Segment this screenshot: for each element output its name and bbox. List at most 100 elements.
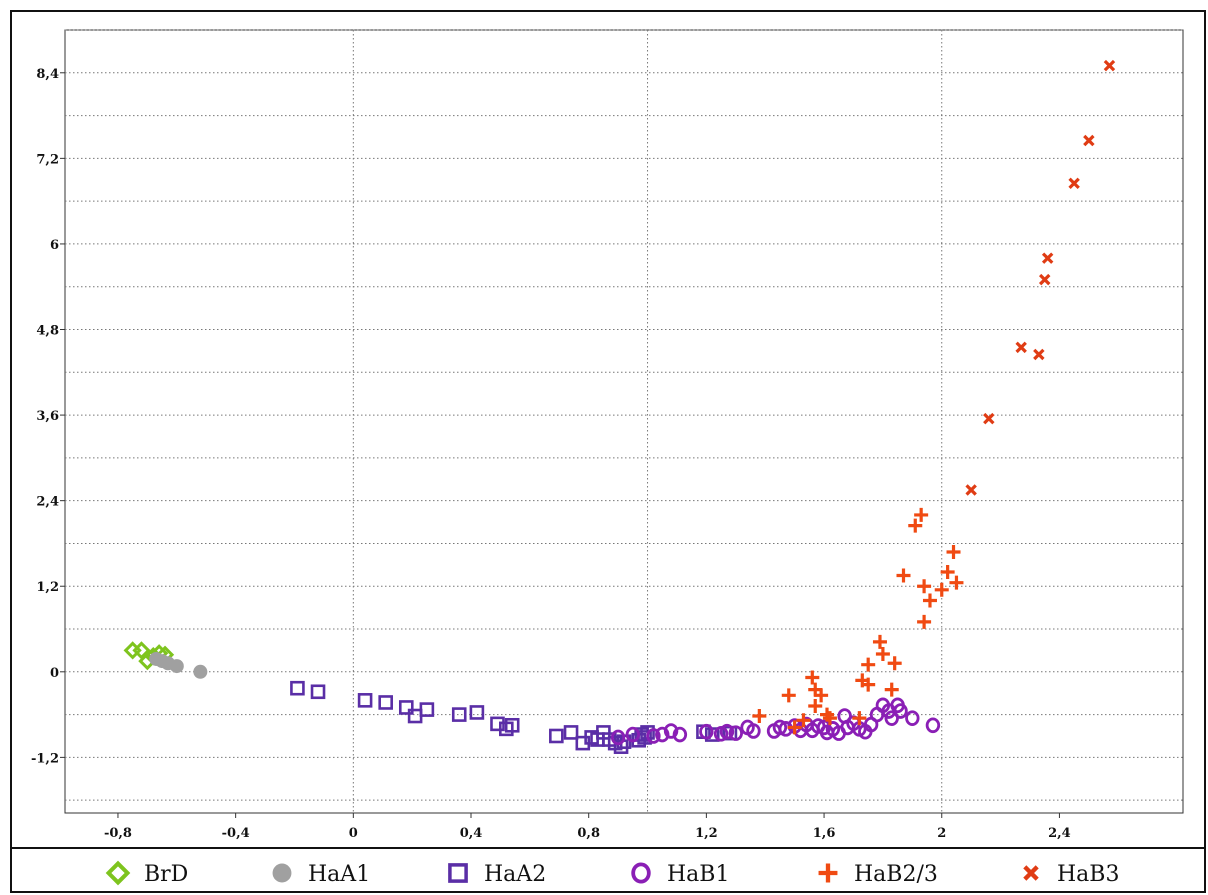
point-haa2: [451, 707, 467, 722]
point-hab2-3: [752, 709, 767, 724]
legend-item-haa1: HaA1: [272, 862, 370, 887]
point-hab1: [655, 726, 670, 743]
point-hab1: [905, 710, 920, 726]
point-hab3: [1015, 341, 1027, 354]
x-tick-label: 1,2: [695, 826, 718, 841]
x-tick-label: -0,4: [222, 826, 250, 841]
x-tick-label: 0,4: [460, 826, 483, 841]
legend-item-hab1: HaB1: [631, 862, 729, 887]
point-hab2-3: [852, 711, 867, 726]
point-hab2-3: [787, 720, 802, 735]
y-tick-label: -1,2: [31, 751, 59, 766]
point-hab1: [925, 717, 941, 734]
point-hab3: [1068, 177, 1080, 190]
x-tick-label: 2: [937, 826, 946, 841]
y-tick-label: 3,6: [36, 409, 59, 424]
series-haa1: [149, 651, 208, 679]
point-hab2-3: [914, 507, 929, 522]
legend-item-brd: BrD: [105, 860, 188, 887]
point-hab1: [719, 723, 735, 740]
point-brd: [132, 641, 151, 660]
point-hab1: [893, 703, 908, 719]
point-hab2-3: [805, 670, 820, 685]
data-points: [123, 59, 1116, 754]
series-hab2-3: [752, 507, 964, 735]
point-hab3: [1033, 348, 1045, 361]
point-hab2-3: [884, 682, 899, 697]
point-hab2-3: [781, 688, 796, 703]
legend-label-hab1: HaB1: [667, 862, 729, 887]
legend-marker-hab3: [1023, 865, 1039, 881]
legend-label-brd: BrD: [144, 862, 188, 887]
legend-label-hab3: HaB3: [1057, 862, 1119, 887]
x-tick-label: 0,8: [577, 826, 600, 841]
point-hab3: [1041, 252, 1054, 264]
point-hab1: [728, 725, 744, 741]
point-hab2-3: [896, 568, 911, 583]
legend-marker-haa2: [448, 863, 468, 883]
point-hab2-3: [908, 518, 923, 533]
point-hab1: [746, 723, 761, 739]
point-haa2: [378, 695, 393, 710]
point-hab2-3: [808, 699, 823, 714]
point-hab2-3: [822, 711, 837, 726]
legend-marker-hab1: [631, 862, 651, 884]
plot-area: [64, 29, 1184, 814]
y-tick-label: 4,8: [36, 324, 59, 339]
point-haa2: [357, 693, 373, 708]
point-hab3: [983, 412, 995, 425]
point-hab3: [1083, 134, 1095, 147]
point-hab2-3: [917, 614, 932, 629]
point-hab3: [1038, 273, 1051, 286]
point-haa2: [419, 702, 435, 717]
point-hab2-3: [861, 677, 876, 692]
point-hab2-3: [887, 656, 902, 671]
legend-item-hab2-3: HaB2/3: [818, 862, 938, 887]
point-hab1: [646, 728, 661, 744]
legend-label-hab2-3: HaB2/3: [854, 862, 938, 887]
y-tick-label: 7,2: [36, 152, 59, 167]
point-haa2: [504, 717, 520, 733]
point-hab2-3: [917, 579, 932, 594]
point-haa2: [310, 684, 326, 700]
x-tick-label: -0,8: [104, 826, 132, 841]
point-hab1: [672, 726, 688, 743]
x-tick-label: 2,4: [1048, 826, 1071, 841]
axes: -0,8 -0,4 0 0,4 0,8 1,2 1,6 2 2,4 -1,2 0 1,2 2,4 3,6 4…: [31, 67, 1071, 841]
point-hab2-3: [946, 545, 961, 559]
point-hab2-3: [872, 634, 887, 649]
y-tick-label: 2,4: [36, 495, 59, 510]
point-hab1: [610, 729, 626, 746]
point-haa2: [469, 705, 485, 720]
point-hab1: [884, 710, 899, 726]
point-hab1: [772, 719, 788, 736]
point-hab2-3: [875, 646, 890, 661]
legend-marker-haa1: [272, 863, 292, 883]
point-hab2-3: [922, 593, 937, 608]
point-haa1: [193, 664, 208, 679]
plot-border: [64, 29, 1184, 814]
legend-marker-hab2-3: [818, 863, 838, 883]
x-tick-label: 0: [349, 826, 358, 841]
y-tick-label: 8,4: [36, 67, 59, 82]
legend-label-haa2: HaA2: [484, 862, 546, 887]
figure-frame: [10, 10, 1206, 893]
point-haa2: [290, 680, 305, 696]
point-hab2-3: [796, 713, 811, 728]
point-haa1: [169, 659, 184, 674]
series-hab3: [965, 59, 1116, 496]
point-hab2-3: [814, 688, 829, 703]
point-hab2-3: [934, 582, 949, 597]
legend-item-haa2: HaA2: [448, 862, 546, 887]
legend-item-hab3: HaB3: [1023, 862, 1119, 887]
point-hab3: [1103, 59, 1116, 72]
legend-label-haa1: HaA1: [308, 862, 370, 887]
point-hab2-3: [949, 575, 964, 590]
point-hab1: [625, 726, 641, 743]
point-hab2-3: [940, 564, 955, 579]
gridlines: [65, 29, 1183, 813]
legend: BrD HaA1 HaA2 HaB1 HaB2/3 HaB3: [10, 847, 1206, 887]
point-hab3: [965, 484, 977, 496]
